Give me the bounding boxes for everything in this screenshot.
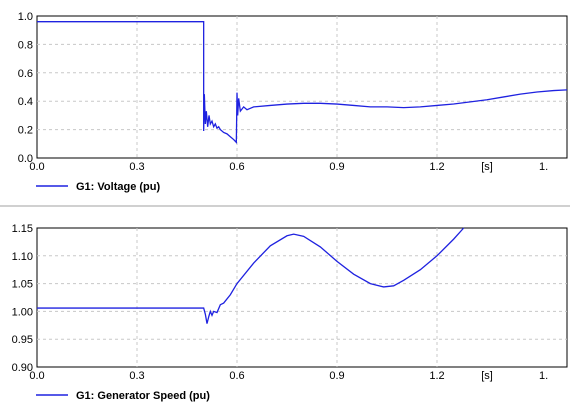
voltage-x-tick-label: 1.: [539, 161, 548, 173]
voltage-x-tick-label: 0.0: [29, 161, 44, 173]
speed-grid: [37, 228, 567, 367]
speed-y-tick-labels: 1.15 1.10 1.05 1.00 0.95 0.90: [12, 223, 33, 374]
voltage-y-tick-label: 1.0: [18, 11, 33, 23]
speed-x-tick-label: 1.2: [429, 370, 444, 382]
speed-x-tick-label: 0.6: [229, 370, 244, 382]
voltage-x-tick-label: [s]: [481, 161, 493, 173]
voltage-legend: G1: Voltage (pu): [36, 181, 160, 193]
voltage-y-tick-label: 0.4: [18, 96, 33, 108]
speed-x-tick-label: [s]: [481, 370, 493, 382]
speed-y-tick-label: 0.95: [12, 334, 33, 346]
voltage-x-tick-label: 1.2: [429, 161, 444, 173]
speed-x-tick-label: 0.0: [29, 370, 44, 382]
voltage-x-tick-label: 0.3: [129, 161, 144, 173]
speed-legend-label: G1: Generator Speed (pu): [76, 390, 210, 402]
voltage-legend-label: G1: Voltage (pu): [76, 181, 160, 193]
voltage-plot-area: [36, 15, 568, 159]
voltage-y-tick-label: 0.0: [18, 153, 33, 165]
speed-chart: 1.15 1.10 1.05 1.00 0.95 0.90 0.0 0.3 0.6 0.9 1.2…: [12, 223, 568, 402]
voltage-y-tick-label: 0.8: [18, 39, 33, 51]
speed-y-tick-label: 1.10: [12, 251, 33, 263]
speed-legend: G1: Generator Speed (pu): [36, 390, 210, 402]
speed-series-line: [37, 227, 465, 324]
speed-y-tick-label: 0.90: [12, 362, 33, 374]
speed-y-tick-label: 1.00: [12, 306, 33, 318]
speed-x-tick-label: 0.9: [329, 370, 344, 382]
voltage-grid: [37, 16, 567, 158]
speed-x-tick-label: 0.3: [129, 370, 144, 382]
voltage-y-tick-label: 0.6: [18, 68, 33, 80]
voltage-y-tick-label: 0.2: [18, 125, 33, 137]
voltage-x-tick-labels: 0.0 0.3 0.6 0.9 1.2 [s] 1.: [29, 161, 548, 173]
voltage-series-line: [37, 21, 568, 145]
speed-plot-area: [36, 227, 568, 368]
voltage-x-tick-label: 0.6: [229, 161, 244, 173]
voltage-chart: 1.00.80.60.40.20.0 0.0 0.3 0.6 0.9 1.2 [s] 1. …: [18, 11, 568, 193]
voltage-y-tick-labels: 1.0 0.8 0.6 0.4 0.2 0.0: [18, 11, 33, 165]
speed-x-tick-labels: 0.0 0.3 0.6 0.9 1.2 [s] 1.: [29, 370, 548, 382]
speed-y-tick-label: 1.05: [12, 279, 33, 291]
speed-y-tick-label: 1.15: [12, 223, 33, 235]
speed-x-tick-label: 1.: [539, 370, 548, 382]
voltage-x-tick-label: 0.9: [329, 161, 344, 173]
